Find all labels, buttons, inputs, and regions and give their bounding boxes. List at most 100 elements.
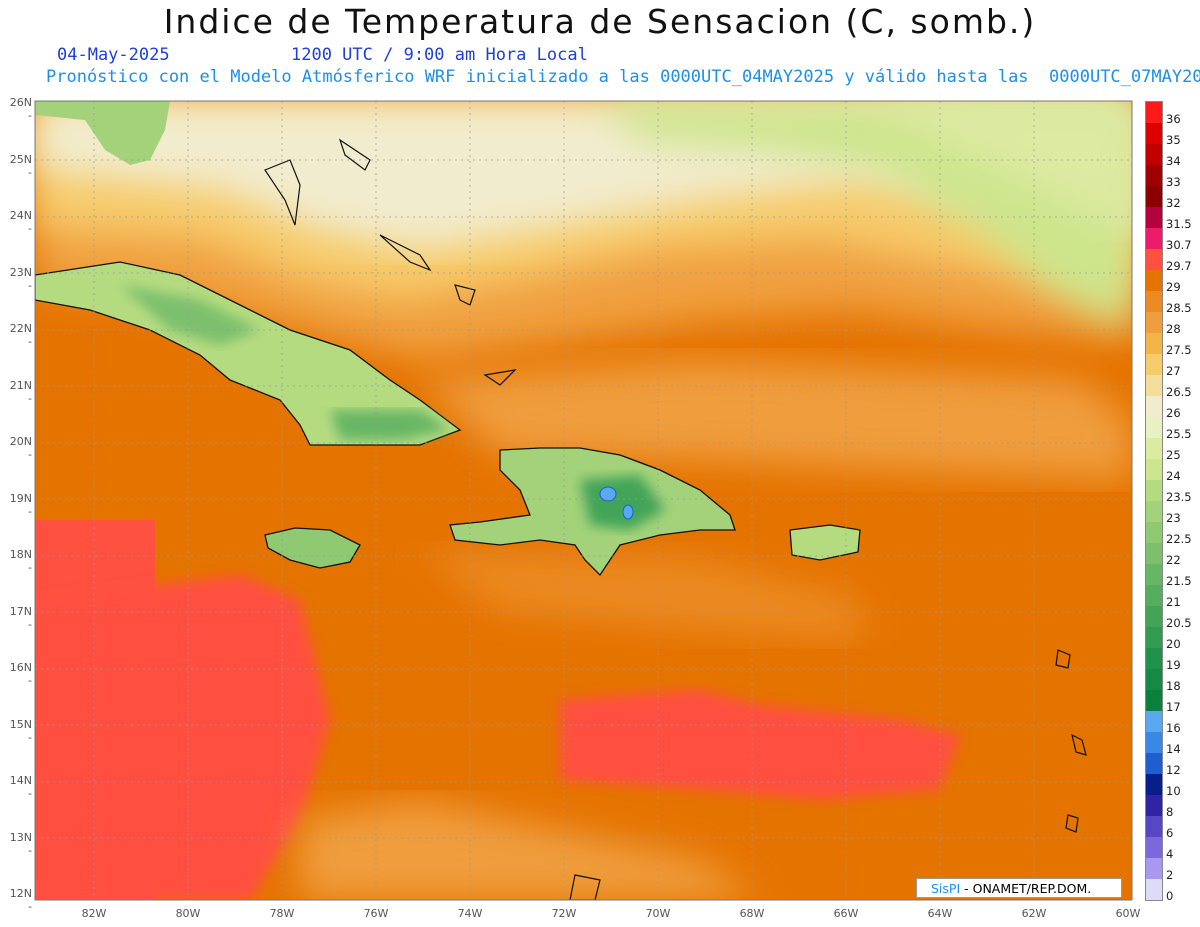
lat-label: 15N - bbox=[9, 717, 32, 744]
legend-label: 12 bbox=[1166, 763, 1181, 777]
legend-swatch bbox=[1146, 270, 1162, 291]
puerto-rico-land bbox=[789, 524, 861, 561]
legend-swatch bbox=[1146, 669, 1162, 690]
lat-label: 14N - bbox=[9, 774, 32, 800]
legend-label: 26.5 bbox=[1166, 385, 1192, 399]
lat-label: 12N - bbox=[9, 887, 32, 913]
legend-label: 32 bbox=[1166, 196, 1181, 210]
legend-swatch bbox=[1146, 228, 1162, 249]
lon-label: 66W bbox=[833, 907, 859, 920]
legend-swatch bbox=[1146, 459, 1162, 480]
legend-swatch bbox=[1146, 585, 1162, 606]
legend-swatch bbox=[1146, 732, 1162, 753]
legend-swatch bbox=[1146, 438, 1162, 459]
credit-brand: SisPI bbox=[931, 881, 961, 896]
legend-swatch bbox=[1146, 501, 1162, 522]
lon-label: 72W bbox=[551, 907, 577, 920]
hot-region-central bbox=[560, 690, 960, 800]
legend-label: 23 bbox=[1166, 511, 1181, 525]
legend-label: 28.5 bbox=[1166, 301, 1192, 315]
legend-label: 16 bbox=[1166, 721, 1181, 735]
lat-label: 13N - bbox=[9, 830, 32, 857]
legend-swatch bbox=[1146, 522, 1162, 543]
legend-swatch bbox=[1146, 627, 1162, 648]
valid-time: 1200 UTC / 9:00 am Hora Local bbox=[291, 45, 588, 65]
legend-swatch bbox=[1146, 858, 1162, 879]
legend-swatch bbox=[1146, 312, 1162, 333]
map-frame bbox=[34, 100, 1133, 901]
hot-region-southwest bbox=[35, 575, 330, 900]
legend-label: 27 bbox=[1166, 364, 1181, 378]
legend-swatch bbox=[1146, 564, 1162, 585]
legend-swatch bbox=[1146, 354, 1162, 375]
legend-label: 22.5 bbox=[1166, 532, 1192, 546]
legend-label: 17 bbox=[1166, 700, 1181, 714]
lat-label: 22N - bbox=[9, 322, 32, 348]
jamaica-land bbox=[264, 527, 361, 569]
legend-label: 10 bbox=[1166, 784, 1181, 798]
lat-label: 25N - bbox=[9, 152, 32, 179]
lat-label: 23N - bbox=[9, 265, 32, 292]
legend-swatch bbox=[1146, 207, 1162, 228]
lat-label: 24N - bbox=[9, 209, 32, 235]
legend-swatch bbox=[1146, 249, 1162, 270]
legend-swatch bbox=[1146, 333, 1162, 354]
legend-label: 24 bbox=[1166, 469, 1181, 483]
legend-swatch bbox=[1146, 165, 1162, 186]
legend-label: 20.5 bbox=[1166, 616, 1192, 630]
legend-swatch bbox=[1146, 543, 1162, 564]
legend-label: 34 bbox=[1166, 154, 1181, 168]
legend-label: 35 bbox=[1166, 133, 1181, 147]
lon-label: 82W bbox=[81, 907, 107, 920]
legend-swatch bbox=[1146, 753, 1162, 774]
legend-label: 27.5 bbox=[1166, 343, 1192, 357]
legend-label: 14 bbox=[1166, 742, 1181, 756]
legend-label: 0 bbox=[1166, 889, 1174, 903]
lon-label: 68W bbox=[739, 907, 765, 920]
legend-label: 18 bbox=[1166, 679, 1181, 693]
legend-swatch bbox=[1146, 186, 1162, 207]
legend-swatch bbox=[1146, 879, 1162, 900]
legend-label: 21 bbox=[1166, 595, 1181, 609]
cuba-land bbox=[35, 261, 462, 446]
valid-date: 04-May-2025 bbox=[57, 45, 170, 65]
lon-label: 62W bbox=[1021, 907, 1047, 920]
lat-label: 20N - bbox=[9, 435, 32, 461]
legend-swatch bbox=[1146, 690, 1162, 711]
legend-label: 29 bbox=[1166, 280, 1181, 294]
legend-label: 28 bbox=[1166, 322, 1181, 336]
legend-label: 21.5 bbox=[1166, 574, 1192, 588]
legend-label: 20 bbox=[1166, 637, 1181, 651]
florida-land bbox=[35, 101, 170, 165]
lat-label: 19N - bbox=[9, 491, 32, 518]
legend-label: 36 bbox=[1166, 112, 1181, 126]
legend-label: 22 bbox=[1166, 553, 1181, 567]
legend-swatch bbox=[1146, 480, 1162, 501]
legend-label: 25.5 bbox=[1166, 427, 1192, 441]
lon-label: 60W bbox=[1115, 907, 1141, 920]
legend-swatch bbox=[1146, 648, 1162, 669]
legend-label: 4 bbox=[1166, 847, 1174, 861]
legend-label: 2 bbox=[1166, 868, 1174, 882]
credit-text: - ONAMET/REP.DOM. bbox=[960, 881, 1092, 896]
legend-swatch bbox=[1146, 711, 1162, 732]
lat-label: 26N - bbox=[9, 96, 32, 122]
lat-label: 21N - bbox=[9, 378, 32, 405]
legend-label: 26 bbox=[1166, 406, 1181, 420]
legend-swatch bbox=[1146, 417, 1162, 438]
legend-label: 23.5 bbox=[1166, 490, 1192, 504]
credit-box: SisPI - ONAMET/REP.DOM. bbox=[916, 878, 1122, 898]
lon-label: 74W bbox=[457, 907, 483, 920]
lon-label: 64W bbox=[927, 907, 953, 920]
legend-swatch bbox=[1146, 774, 1162, 795]
legend-swatch bbox=[1146, 396, 1162, 417]
legend-label: 6 bbox=[1166, 826, 1174, 840]
legend-label: 29.7 bbox=[1166, 259, 1192, 273]
legend-swatch bbox=[1146, 816, 1162, 837]
color-legend bbox=[1145, 101, 1163, 901]
lon-label: 80W bbox=[175, 907, 201, 920]
legend-swatch bbox=[1146, 606, 1162, 627]
legend-label: 31.5 bbox=[1166, 217, 1192, 231]
legend-label: 19 bbox=[1166, 658, 1181, 672]
